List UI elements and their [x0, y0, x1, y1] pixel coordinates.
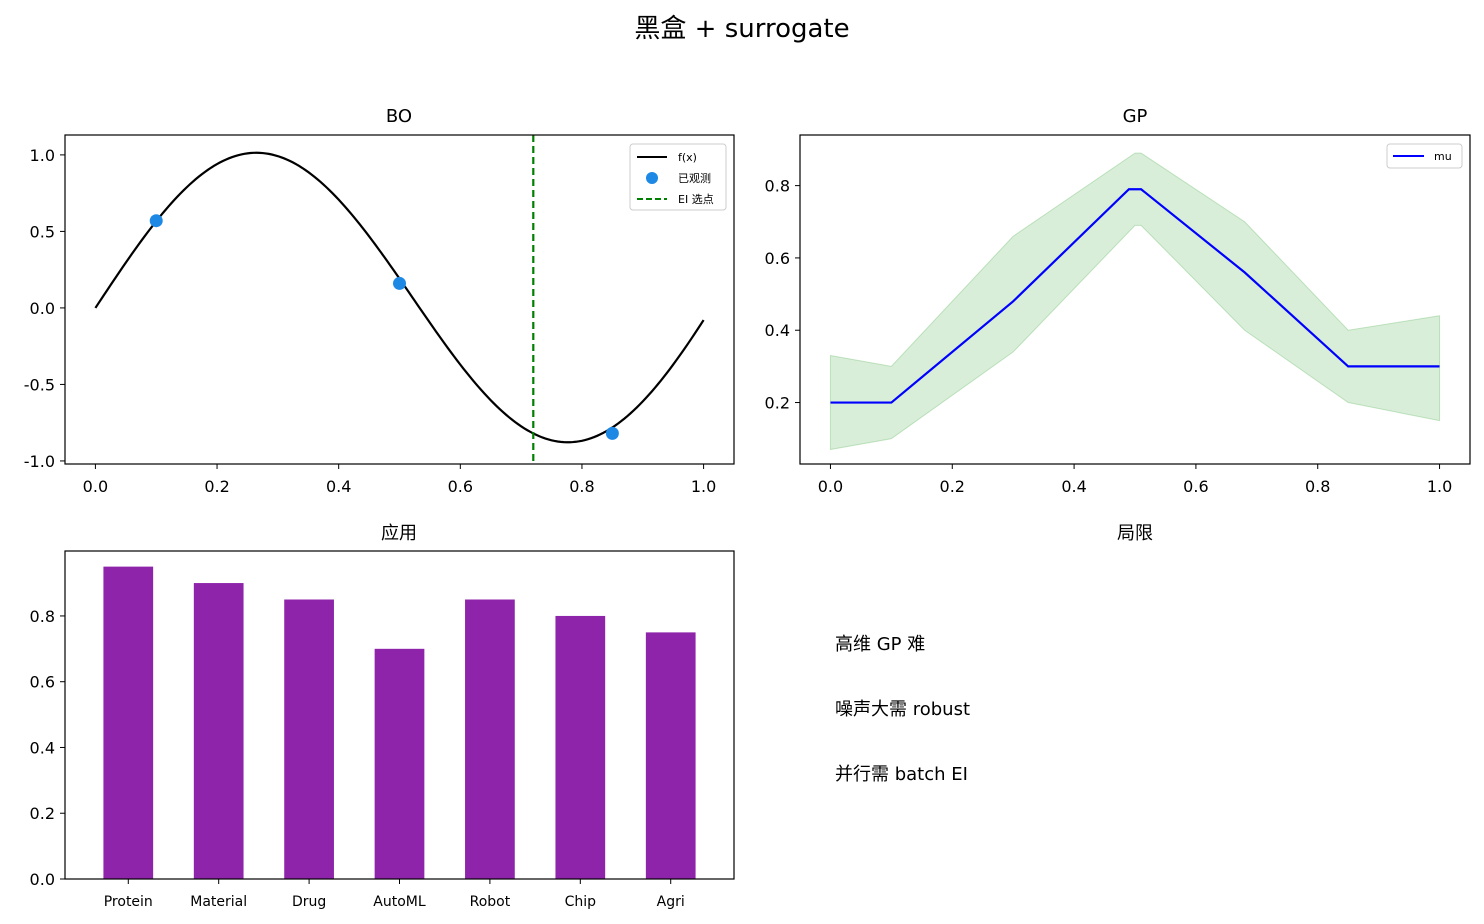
observed-point — [149, 214, 163, 228]
gp-ytick-label: 0.6 — [765, 249, 790, 268]
bo-ytick-label: -0.5 — [24, 375, 55, 394]
apps-xtick-label: Drug — [292, 894, 326, 910]
limitation-item-1: 高维 GP 难 — [835, 634, 925, 655]
limitations-panel: 局限 高维 GP 难 噪声大需 robust 并行需 batch EI — [835, 523, 1153, 785]
bar-agri — [645, 632, 696, 879]
gp-xtick-label: 0.2 — [940, 477, 965, 496]
apps-xtick-label: Protein — [104, 894, 153, 910]
gp-xtick-label: 0.4 — [1061, 477, 1086, 496]
limitations-title: 局限 — [1117, 523, 1153, 544]
apps-ytick-label: 0.0 — [30, 870, 55, 889]
gp-confidence-band — [829, 152, 1441, 451]
gp-legend: mu — [1386, 143, 1463, 169]
bo-xtick-label: 1.0 — [691, 477, 716, 496]
bo-axes-frame — [64, 134, 735, 465]
legend-ei-label: EI 选点 — [678, 193, 714, 206]
bo-xtick-label: 0.2 — [204, 477, 229, 496]
legend-observed-marker — [646, 172, 658, 184]
apps-ytick-label: 0.8 — [30, 607, 55, 626]
bar-material — [193, 583, 244, 879]
gp-ytick-label: 0.8 — [765, 177, 790, 196]
gp-xtick-label: 0.8 — [1305, 477, 1330, 496]
observed-point — [393, 276, 406, 290]
legend-mu-label: mu — [1434, 150, 1452, 163]
apps-xtick-label: Robot — [470, 894, 511, 910]
apps-xtick-label: Agri — [657, 894, 685, 910]
gp-xtick-label: 0.0 — [818, 477, 843, 496]
apps-panel: 应用 Protein Material Drug AutoML Robot Chip Agr… — [30, 523, 735, 910]
figure-title: 黑盒 + surrogate — [634, 14, 850, 44]
gp-xtick-label: 0.6 — [1183, 477, 1208, 496]
gp-ytick-label: 0.2 — [765, 394, 790, 413]
bo-xtick-label: 0.8 — [569, 477, 594, 496]
bar-protein — [103, 566, 154, 879]
apps-ytick-label: 0.6 — [30, 673, 55, 692]
apps-xtick-label: AutoML — [373, 894, 426, 910]
gp-xtick-label: 1.0 — [1427, 477, 1452, 496]
gp-ytick-label: 0.4 — [765, 321, 790, 340]
bo-panel: BO 0.0 0.2 0.4 0.6 0.8 1.0 1.0 0.5 0.0 -0.5 -1.0 f… — [24, 106, 735, 496]
apps-xtick-label: Material — [190, 894, 247, 910]
bo-legend-box — [629, 143, 727, 211]
gp-legend-box — [1386, 143, 1463, 169]
legend-fx-label: f(x) — [678, 151, 697, 164]
limitation-item-3: 并行需 batch EI — [835, 764, 968, 785]
apps-ytick-label: 0.2 — [30, 804, 55, 823]
gp-axes-frame — [799, 134, 1471, 465]
bar-drug — [284, 599, 334, 879]
bo-ytick-label: 0.5 — [30, 222, 55, 241]
gp-mean-line — [830, 188, 1440, 404]
legend-observed-label: 已观测 — [678, 172, 711, 185]
bar-chip — [555, 615, 606, 879]
bar-automl — [374, 648, 425, 879]
gp-panel: GP 0.0 0.2 0.4 0.6 0.8 1.0 0.8 0.6 0.4 0.2 mu — [765, 106, 1471, 496]
bo-ytick-label: 1.0 — [30, 146, 55, 165]
bo-title: BO — [386, 106, 412, 127]
apps-title: 应用 — [381, 523, 417, 544]
limitation-item-2: 噪声大需 robust — [835, 699, 970, 720]
bar-robot — [465, 599, 515, 879]
gp-title: GP — [1123, 106, 1148, 127]
bo-ytick-label: -1.0 — [24, 452, 55, 471]
bo-ytick-label: 0.0 — [30, 299, 55, 318]
observed-point — [605, 426, 619, 440]
bo-legend: f(x) 已观测 EI 选点 — [629, 143, 727, 211]
fx-curve — [94, 151, 705, 444]
bo-xtick-label: 0.0 — [83, 477, 108, 496]
bo-xtick-label: 0.6 — [448, 477, 473, 496]
apps-xtick-label: Chip — [565, 894, 597, 910]
bo-xtick-label: 0.4 — [326, 477, 351, 496]
apps-ytick-label: 0.4 — [30, 738, 55, 757]
